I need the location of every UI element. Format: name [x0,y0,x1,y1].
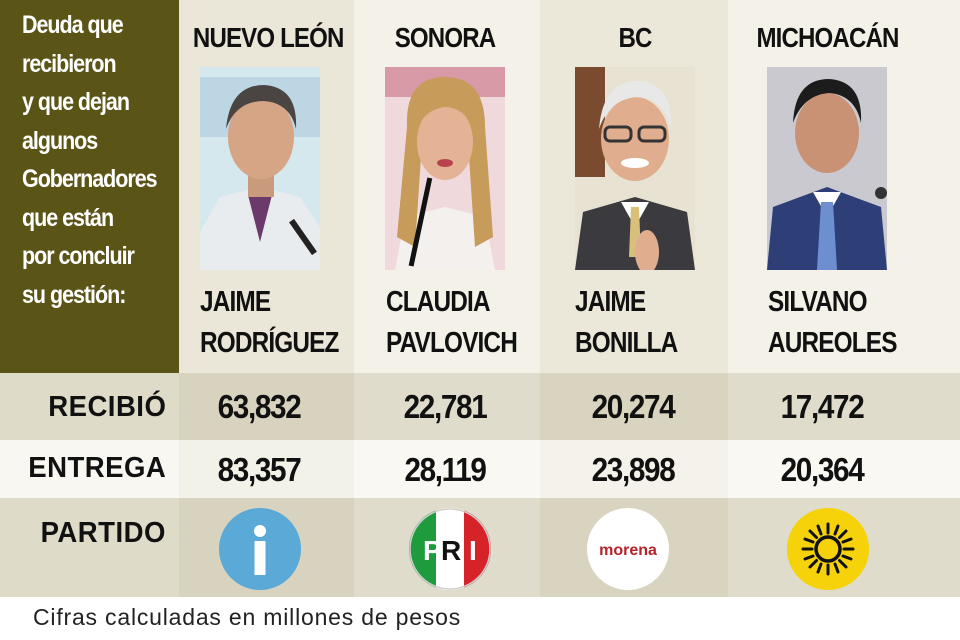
delivered-value-sonora: 28,119 [404,451,486,488]
row-band-delivered [0,440,960,498]
svg-text:R: R [441,535,461,566]
svg-text:P: P [423,535,442,566]
footer-bar [0,597,960,640]
governor-name-jaime-rodriguez: JAIME RODRÍGUEZ [200,286,339,359]
received-value-nuevo-leon: 63,832 [217,388,302,425]
photo-jaime-rodriguez [200,67,320,270]
state-header-nuevo-leon: NUEVO LEÓN [192,22,344,53]
svg-text:morena: morena [599,542,657,559]
independiente-logo [219,508,301,590]
row-band-received [0,373,960,440]
governor-name-jaime-bonilla: JAIME BONILLA [575,286,678,359]
received-value-michoacan: 17,472 [780,388,865,425]
delivered-value-bc: 23,898 [591,451,676,488]
intro-text: Deuda que recibieron y que dejan algunos… [22,11,158,309]
governor-name-silvano-aureoles: SILVANO AUREOLES [768,286,897,359]
morena-logo: morena [587,508,669,590]
state-header-michoacan: MICHOACÁN [756,22,899,53]
received-value-sonora: 22,781 [403,388,488,425]
footnote: Cifras calculadas en millones de pesos [33,604,461,630]
row-label-delivered: ENTREGA [27,452,166,484]
svg-text:I: I [469,535,477,566]
photo-silvano-aureoles [767,67,887,270]
prd-logo [787,508,869,590]
photo-jaime-bonilla [575,67,695,270]
pri-logo: P R I [409,508,491,590]
intro-panel: Deuda que recibieron y que dejan algunos… [0,0,179,373]
photo-claudia-pavlovich [385,67,505,270]
row-label-received: RECIBIÓ [47,391,166,423]
received-value-bc: 20,274 [591,388,676,425]
state-header-bc: BC [618,22,652,53]
state-header-sonora: SONORA [394,22,496,53]
delivered-value-michoacan: 20,364 [780,451,865,488]
governor-name-claudia-pavlovich: CLAUDIA PAVLOVICH [386,286,518,359]
row-label-party: PARTIDO [40,517,166,549]
delivered-value-nuevo-leon: 83,357 [217,451,302,488]
